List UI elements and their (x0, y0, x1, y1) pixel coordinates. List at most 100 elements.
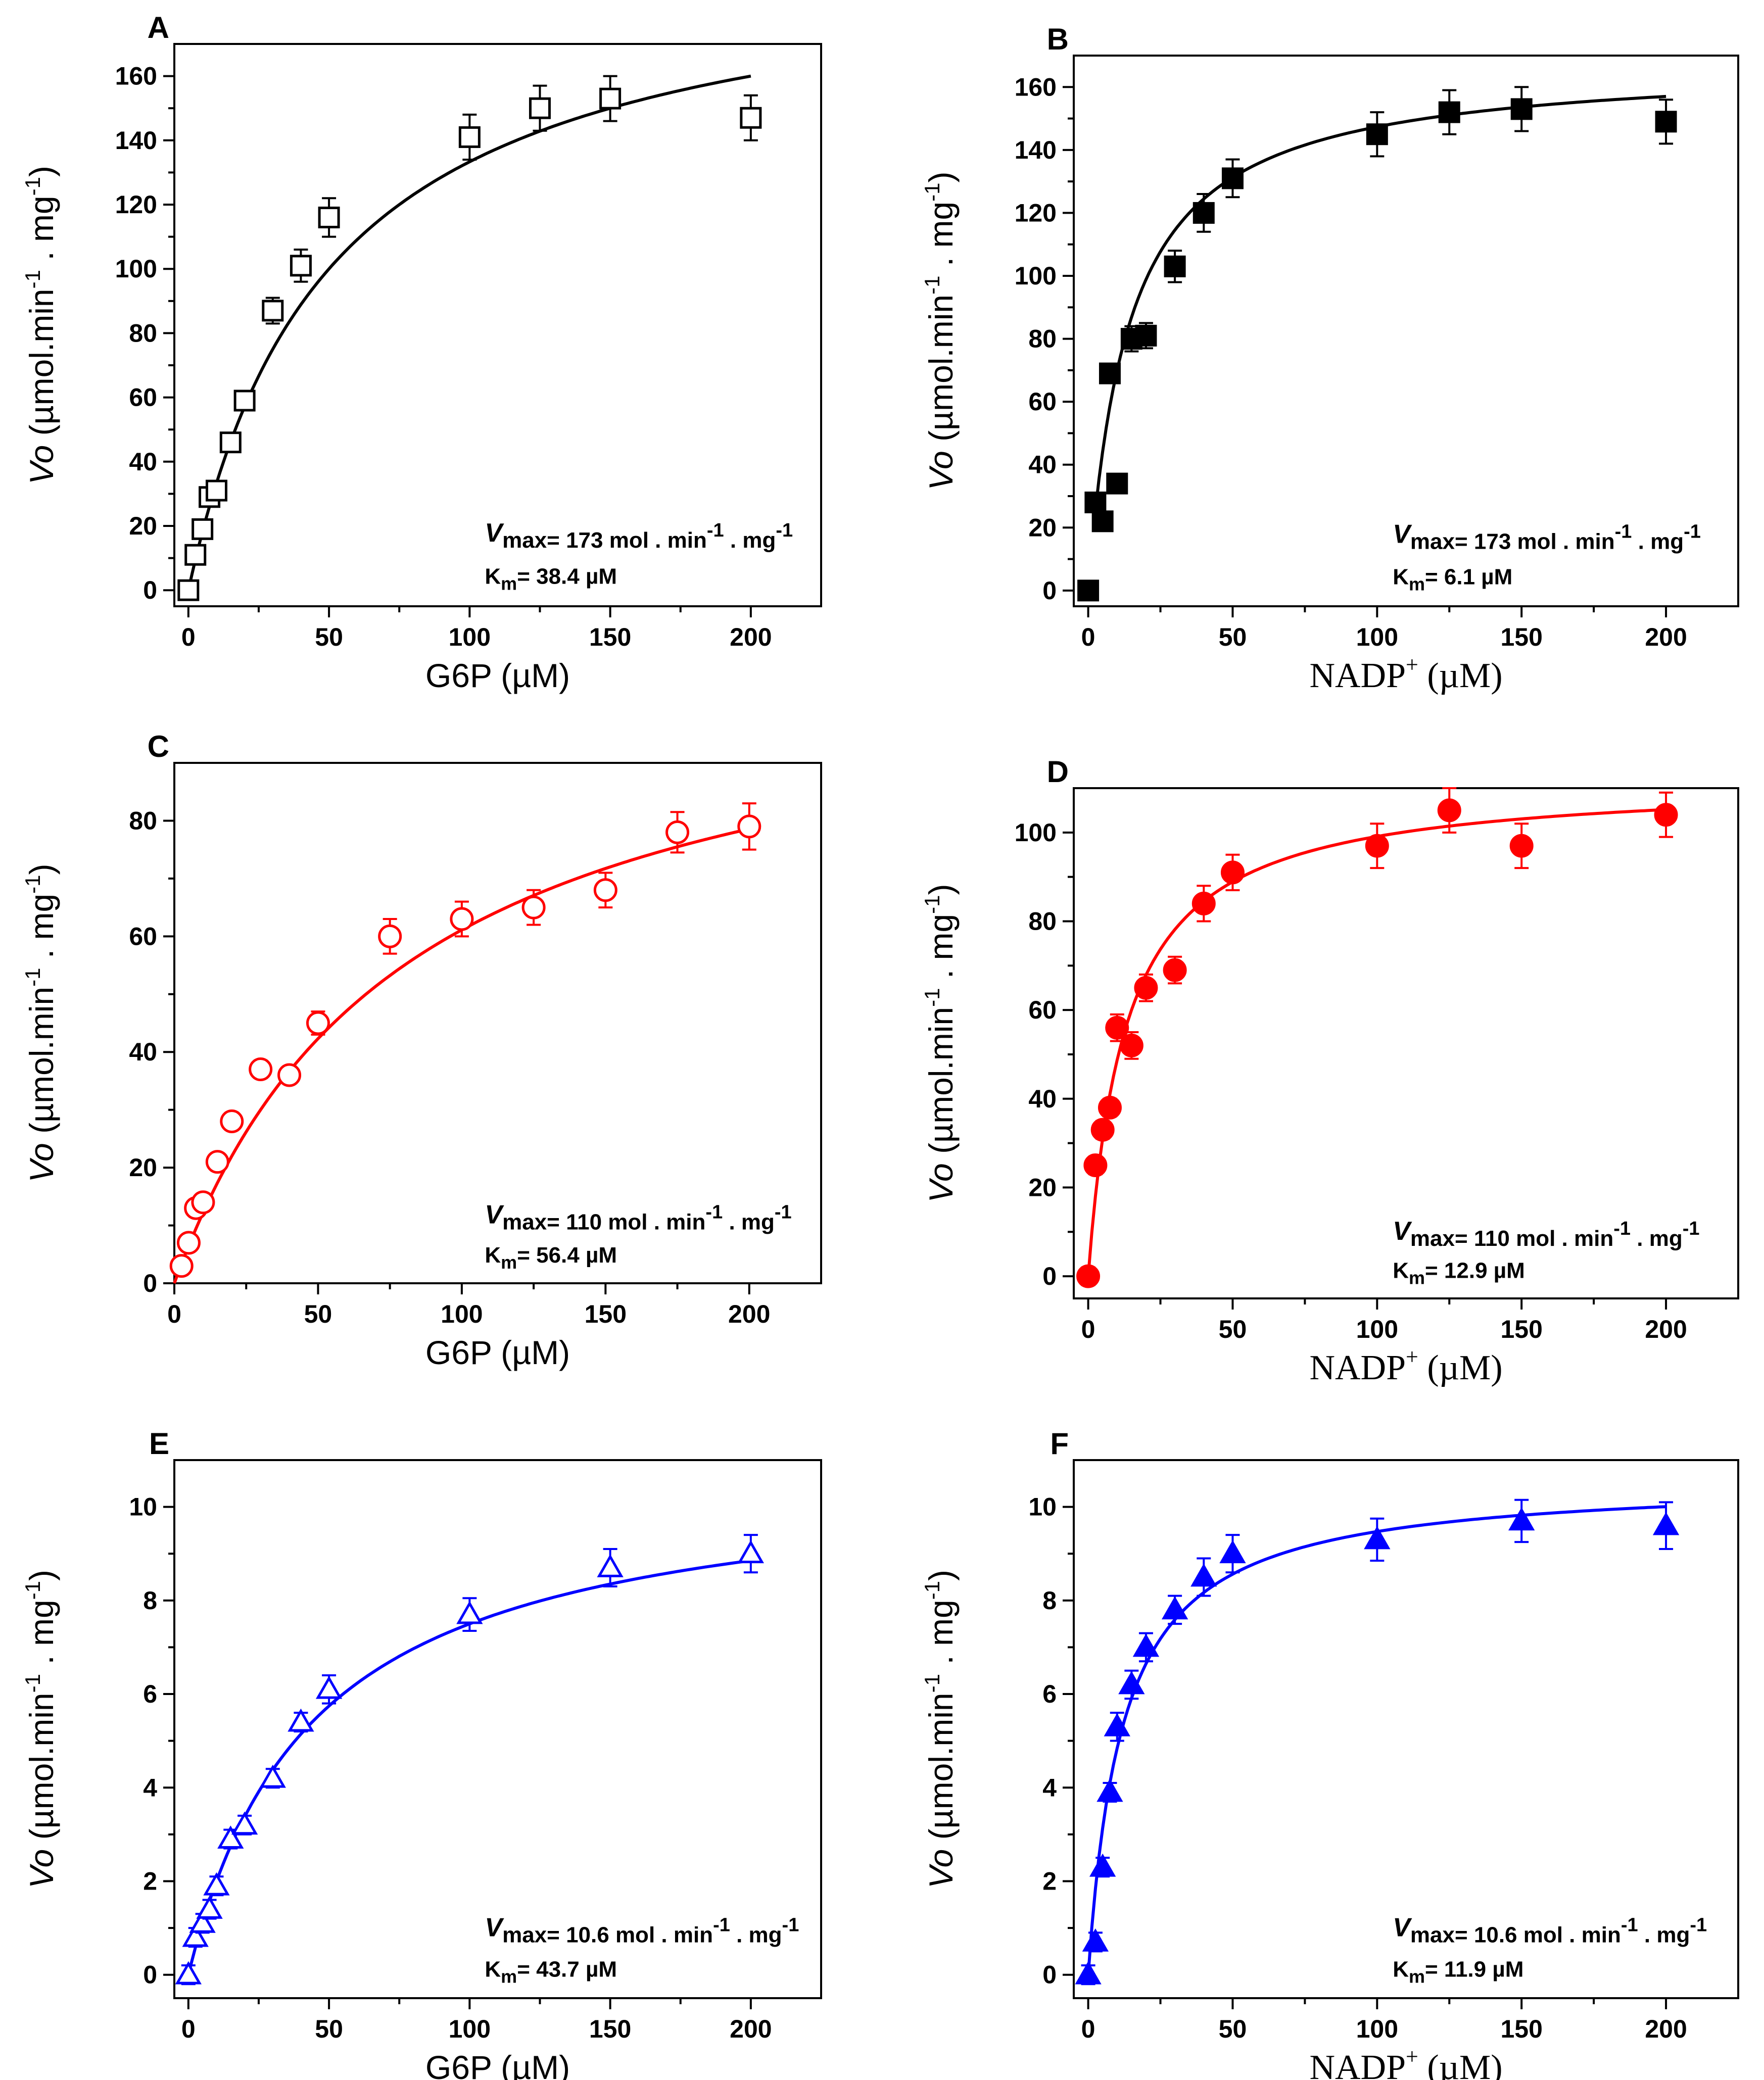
x-tick-label: 200 (728, 1300, 770, 1328)
y-tick-label: 40 (1028, 1085, 1057, 1113)
x-tick-label: 150 (1500, 623, 1542, 651)
y-tick-label: 20 (129, 1153, 157, 1182)
data-point (1163, 958, 1187, 982)
y-tick-label: 140 (1015, 136, 1057, 164)
x-tick-label: 0 (1081, 623, 1095, 651)
plot-frame (1073, 787, 1739, 1299)
x-tick-label: 200 (730, 2015, 772, 2043)
y-tick-label: 10 (129, 1493, 157, 1521)
data-point (288, 1708, 314, 1732)
data-point (192, 518, 214, 540)
y-tick-label: 160 (115, 62, 157, 90)
data-point (1219, 1540, 1246, 1564)
vmax-annotation: Vmax= 173 mol . min-1​ . mg-1​ (485, 518, 793, 553)
plot-frame (173, 1459, 822, 1999)
panel-C: 0 50 100 150 200 0 20 40 60 80 C Vmax= 110 mol . mi… (21, 730, 822, 1371)
data-point (1164, 255, 1186, 277)
data-point (1091, 510, 1114, 533)
panel-letter: B (1047, 22, 1069, 56)
data-point (1510, 98, 1533, 120)
y-tick-label: 80 (129, 806, 157, 835)
data-point (1119, 1033, 1143, 1057)
x-tick-label: 50 (315, 2015, 343, 2043)
y-tick-label: 10 (1028, 1493, 1057, 1521)
data-point (1221, 167, 1244, 189)
km-annotation: Km= 38.4 µM (485, 564, 617, 594)
data-point (220, 1109, 244, 1134)
x-tick-label: 150 (589, 623, 631, 651)
data-point (176, 1231, 201, 1255)
x-tick-label: 50 (1219, 623, 1247, 651)
data-point (249, 1057, 273, 1082)
data-point (1437, 798, 1461, 823)
data-point (318, 206, 340, 228)
data-point (1104, 1713, 1130, 1736)
vmax-annotation: Vmax= 110 mol . min-1​ . mg-1​ (1393, 1217, 1699, 1251)
data-point (1098, 1095, 1122, 1120)
data-point (1365, 834, 1389, 858)
data-point (277, 1063, 302, 1087)
x-axis-title: NADP+ (µM) (1309, 1344, 1502, 1387)
y-axis-title: Vo (µmol.min-1​ . mg-1​) (920, 884, 960, 1202)
data-point (1106, 472, 1128, 495)
km-annotation: Km= 6.1 µM (1393, 564, 1512, 594)
y-tick-label: 20 (129, 512, 157, 540)
data-point (737, 814, 761, 839)
x-tick-label: 150 (1500, 2015, 1542, 2043)
data-point (529, 97, 551, 119)
x-tick-label: 150 (1500, 1315, 1542, 1343)
data-point (1075, 1961, 1102, 1985)
km-annotation: Km= 56.4 µM (485, 1243, 617, 1273)
data-point (378, 924, 402, 948)
data-point (177, 579, 200, 601)
panel-letter: E (149, 1427, 169, 1461)
data-point (1190, 1563, 1217, 1587)
y-tick-label: 80 (129, 319, 157, 347)
x-axis-title: G6P (µM) (425, 2049, 570, 2080)
x-tick-label: 0 (181, 623, 196, 651)
x-tick-label: 0 (167, 1300, 181, 1328)
data-point (1089, 1853, 1116, 1877)
y-tick-label: 6 (1042, 1680, 1057, 1708)
y-tick-label: 40 (1028, 451, 1057, 479)
y-tick-label: 120 (115, 190, 157, 219)
data-point (1096, 1778, 1123, 1802)
data-point (597, 1554, 624, 1577)
panel-letter: D (1047, 755, 1069, 789)
y-tick-label: 0 (143, 1269, 157, 1297)
panel-letter: F (1050, 1427, 1069, 1461)
panel-letter: C (148, 730, 169, 763)
data-point (315, 1675, 343, 1699)
data-point (456, 1601, 483, 1624)
y-tick-label: 160 (1015, 73, 1057, 101)
data-point (1135, 324, 1157, 347)
x-axis-title: NADP+ (µM) (1309, 2044, 1502, 2080)
panel-D: 0 50 100 150 200 0 20 40 60 80 100 D Vmax= 110 mol .… (920, 755, 1739, 1387)
x-tick-label: 200 (1645, 2015, 1687, 2043)
vmax-annotation: Vmax= 10.6 mol . min-1​ . mg-1​ (485, 1913, 799, 1948)
data-point (1099, 362, 1121, 384)
km-annotation: Km= 12.9 µM (1393, 1259, 1525, 1288)
x-tick-label: 100 (1356, 1315, 1398, 1343)
y-tick-label: 60 (1028, 996, 1057, 1024)
y-axis-title: Vo (µmol.min-1​ . mg-1​) (21, 863, 60, 1182)
panel-A: 0 50 100 150 200 0 20 40 60 80 100 120 140 160 A Vmax= … (21, 11, 822, 694)
y-tick-label: 8 (1042, 1586, 1057, 1615)
x-tick-label: 0 (181, 2015, 196, 2043)
x-tick-label: 200 (1645, 623, 1687, 651)
data-point (1083, 1153, 1108, 1178)
y-tick-label: 0 (143, 1961, 157, 1989)
data-point (521, 895, 546, 920)
data-point (231, 1811, 258, 1835)
data-point (1118, 1671, 1145, 1695)
data-point (1508, 1507, 1535, 1531)
x-axis-title: NADP+ (µM) (1309, 652, 1502, 695)
y-tick-label: 0 (1042, 1961, 1057, 1989)
data-point (191, 1190, 215, 1215)
y-tick-label: 4 (143, 1773, 157, 1802)
panel-letter: A (148, 11, 169, 44)
vmax-annotation: Vmax= 10.6 mol . min-1​ . mg-1​ (1393, 1913, 1707, 1948)
y-axis-title: Vo (µmol.min-1​ . mg-1​) (21, 166, 60, 485)
data-point (1084, 491, 1107, 513)
data-point (196, 1896, 223, 1919)
